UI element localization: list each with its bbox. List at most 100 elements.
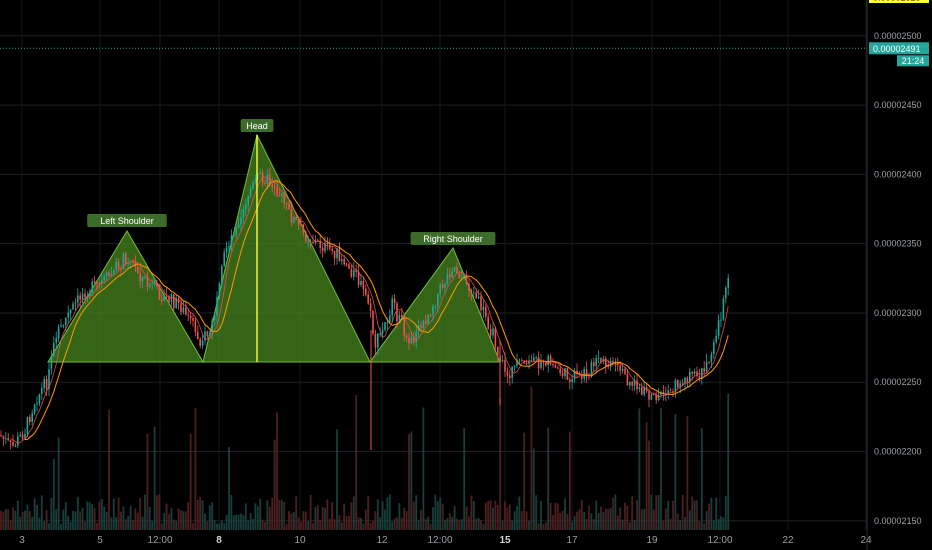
volume-bar xyxy=(208,505,211,530)
volume-bar xyxy=(158,494,161,530)
candle-body xyxy=(487,316,489,329)
volume-bar xyxy=(271,497,274,530)
candle-body xyxy=(249,188,252,196)
candle-body xyxy=(485,306,487,317)
candle-body xyxy=(115,261,117,270)
volume-bar xyxy=(597,513,600,530)
volume-bar xyxy=(261,519,264,530)
candle-body xyxy=(506,371,509,376)
candle-body xyxy=(578,374,581,376)
candle-body xyxy=(204,331,206,341)
volume-bar xyxy=(422,407,425,530)
candle-body xyxy=(297,220,300,225)
volume-bar xyxy=(172,519,175,530)
candle-body xyxy=(449,274,451,278)
candle-body xyxy=(420,325,422,328)
candle-body xyxy=(717,320,720,336)
candle-body xyxy=(386,322,389,324)
volume-bar xyxy=(688,510,691,530)
volume-bar xyxy=(352,496,355,530)
candle-body xyxy=(564,368,566,376)
candle-body xyxy=(132,261,134,263)
volume-bar xyxy=(544,522,547,530)
volume-bars xyxy=(0,386,730,530)
volume-bar xyxy=(674,413,677,530)
volume-bar xyxy=(475,518,478,530)
price-axis-panel[interactable] xyxy=(867,0,932,550)
volume-bar xyxy=(156,495,158,530)
candle-body xyxy=(201,340,204,346)
volume-bar xyxy=(624,502,626,530)
volume-bar xyxy=(636,500,638,530)
candle-body xyxy=(120,268,122,270)
candle-body xyxy=(655,394,657,401)
volume-bar xyxy=(225,514,228,530)
volume-bar xyxy=(398,503,401,530)
volume-bar xyxy=(307,521,310,530)
candle-body xyxy=(497,346,499,356)
candle-body xyxy=(312,241,314,243)
candle-body xyxy=(672,391,674,393)
volume-bar xyxy=(508,504,511,530)
candle-body xyxy=(581,374,583,379)
candle-body xyxy=(48,369,50,390)
volume-bar xyxy=(643,508,646,530)
candle-body xyxy=(501,360,504,362)
volume-bar xyxy=(302,511,305,530)
candle-body xyxy=(223,252,225,267)
candle-body xyxy=(53,343,55,356)
candle-body xyxy=(494,328,497,347)
volume-bar xyxy=(235,514,238,530)
pattern-label-bg xyxy=(87,214,167,227)
candle-body xyxy=(626,374,629,386)
volume-bar xyxy=(386,497,389,530)
candle-body xyxy=(225,247,228,253)
candle-body xyxy=(33,404,36,414)
volume-bar xyxy=(417,519,420,530)
candle-body xyxy=(602,358,605,362)
volume-bar xyxy=(681,494,684,530)
volume-bar xyxy=(633,520,636,530)
volume-bar xyxy=(460,519,463,530)
volume-bar xyxy=(530,386,533,530)
candle-body xyxy=(650,394,653,400)
volume-bar xyxy=(228,447,230,530)
volume-bar xyxy=(444,519,446,530)
volume-bar xyxy=(424,519,427,530)
candle-body xyxy=(710,354,713,362)
volume-bar xyxy=(96,522,98,530)
volume-bar xyxy=(21,511,24,530)
volume-bar xyxy=(108,409,110,530)
volume-bar xyxy=(340,522,343,530)
volume-bar xyxy=(7,509,10,530)
candle-body xyxy=(300,224,302,226)
volume-bar xyxy=(376,499,379,530)
candle-body xyxy=(264,183,266,185)
volume-bar xyxy=(712,520,715,530)
volume-bar xyxy=(612,497,614,530)
volume-bar xyxy=(343,503,346,530)
candle-body xyxy=(677,379,679,387)
candle-body xyxy=(384,322,386,330)
volume-bar xyxy=(288,511,290,530)
volume-bar xyxy=(696,500,698,530)
candle-body xyxy=(636,380,638,390)
volume-bar xyxy=(561,510,564,530)
volume-bar xyxy=(254,503,257,530)
volume-bar xyxy=(180,510,182,530)
volume-bar xyxy=(124,519,127,530)
volume-bar xyxy=(542,523,545,530)
candle-body xyxy=(288,203,290,209)
volume-bar xyxy=(350,502,353,530)
candle-body xyxy=(189,315,192,318)
volume-bar xyxy=(300,521,302,530)
volume-bar xyxy=(499,398,502,530)
candle-body xyxy=(381,329,384,334)
candle-body xyxy=(110,274,113,277)
volume-bar xyxy=(501,520,504,530)
candle-body xyxy=(271,184,273,187)
candle-body xyxy=(413,337,415,343)
candle-body xyxy=(237,224,240,229)
volume-bar xyxy=(650,494,653,530)
